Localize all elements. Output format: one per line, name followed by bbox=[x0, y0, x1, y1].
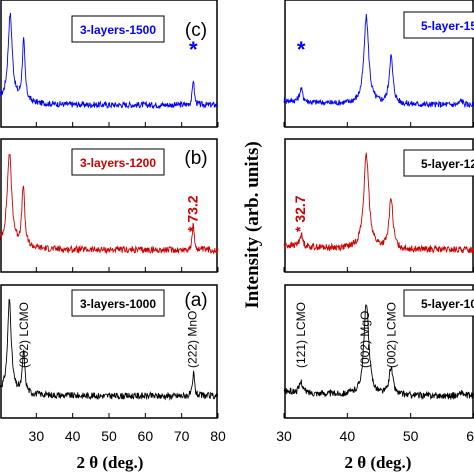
peak-index-label: (121) LCMO bbox=[294, 302, 308, 368]
xrd-line-3-layers-1000 bbox=[0, 298, 219, 401]
sample-label-box bbox=[71, 289, 165, 317]
x-tick-label: 60 bbox=[466, 428, 474, 444]
xrd-line-3-layers-1200 bbox=[0, 153, 219, 255]
y-axis-label: Intensity (arb. units) bbox=[242, 141, 263, 308]
sample-label: 3-layers-1000 bbox=[80, 297, 156, 311]
xrd-line-3-layers-1500 bbox=[0, 12, 219, 110]
peak-position-label: * 73.2 bbox=[184, 195, 200, 232]
right-panel: 5-layer-15 * 5-layer-12 * 32.7 5-layer-10 (12… bbox=[276, 0, 474, 444]
peak-marker-star: * bbox=[297, 37, 306, 62]
x-tick-label: 80 bbox=[210, 428, 226, 444]
x-tick-label: 70 bbox=[174, 428, 190, 444]
sample-label: 5-layer-10 bbox=[421, 297, 474, 311]
peak-marker-star: * bbox=[189, 37, 198, 62]
sample-label: 5-layer-12 bbox=[421, 157, 474, 171]
sample-label-box bbox=[403, 11, 474, 39]
peak-index-label: (222) MnO bbox=[186, 311, 200, 368]
x-axis-label-right: 2 θ (deg.) bbox=[345, 453, 412, 472]
left-panel: 3-layers-1500 (c)* 3-layers-1200 (b) * 73.2 3… bbox=[0, 0, 226, 444]
plot-frame bbox=[284, 0, 474, 128]
xrd-line-5-layer-10 bbox=[283, 304, 474, 401]
peak-index-label: (002) LCMO bbox=[385, 302, 399, 368]
panel-letter: (b) bbox=[184, 148, 207, 169]
x-axis-label-left: 2 θ (deg.) bbox=[77, 453, 144, 472]
x-tick-label: 40 bbox=[65, 428, 81, 444]
panel-letter: (c) bbox=[185, 20, 207, 41]
peak-position-label: * 32.7 bbox=[292, 195, 308, 232]
x-tick-label: 30 bbox=[276, 428, 292, 444]
xrd-line-5-layer-12 bbox=[283, 152, 474, 254]
sample-label-box bbox=[403, 149, 474, 177]
sample-label: 3-layers-1500 bbox=[80, 23, 156, 37]
plot-frame bbox=[284, 138, 474, 273]
x-tick-label: 30 bbox=[29, 428, 45, 444]
peak-index-label: (002) LCMO bbox=[17, 302, 31, 368]
x-tick-label: 50 bbox=[403, 428, 419, 444]
x-tick-label: 50 bbox=[101, 428, 117, 444]
sample-label: 3-layers-1200 bbox=[80, 156, 156, 170]
sample-label: 5-layer-15 bbox=[421, 19, 474, 33]
plot-frame bbox=[284, 284, 474, 419]
sample-label-box bbox=[71, 148, 165, 176]
panel-letter: (a) bbox=[184, 290, 207, 311]
xrd-line-5-layer-15 bbox=[283, 14, 474, 109]
peak-index-label: (002) MgO bbox=[358, 311, 372, 368]
x-tick-label: 40 bbox=[340, 428, 356, 444]
sample-label-box bbox=[71, 15, 165, 43]
x-tick-label: 60 bbox=[138, 428, 154, 444]
sample-label-box bbox=[403, 289, 474, 317]
